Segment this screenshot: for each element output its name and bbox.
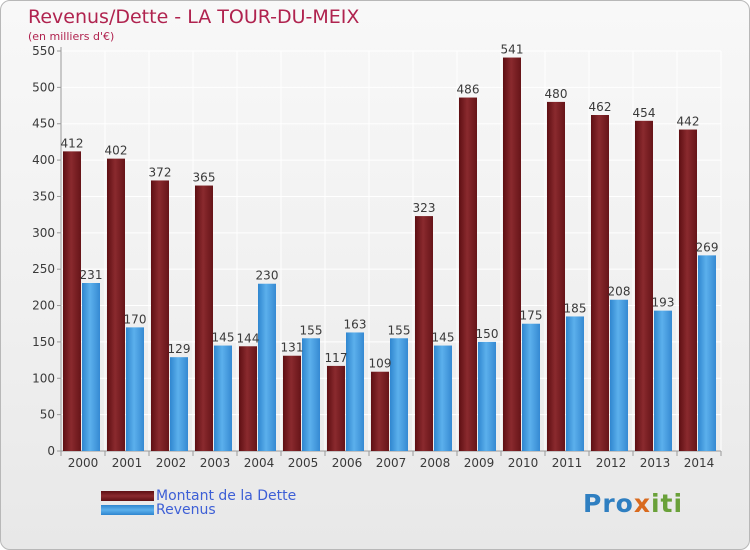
data-label-debt: 109 bbox=[369, 357, 392, 371]
y-tick-label: 400 bbox=[32, 153, 55, 167]
bar-debt bbox=[327, 365, 345, 451]
y-tick-label: 450 bbox=[32, 117, 55, 131]
y-tick-label: 200 bbox=[32, 299, 55, 313]
data-label-revenue: 170 bbox=[124, 312, 147, 326]
data-label-revenue: 185 bbox=[564, 301, 587, 315]
y-tick-label: 50 bbox=[40, 408, 55, 422]
bar-revenue bbox=[302, 338, 320, 451]
x-tick-label: 2001 bbox=[112, 456, 143, 470]
bar-revenue bbox=[126, 327, 144, 451]
bar-debt bbox=[371, 371, 389, 451]
data-label-revenue: 230 bbox=[256, 269, 279, 283]
data-label-debt: 144 bbox=[237, 331, 260, 345]
data-label-revenue: 155 bbox=[300, 323, 323, 337]
data-label-revenue: 163 bbox=[344, 317, 367, 331]
legend-item-debt: Montant de la Dette bbox=[101, 488, 296, 504]
x-tick-label: 2011 bbox=[552, 456, 583, 470]
bar-debt bbox=[679, 129, 697, 451]
y-tick-label: 100 bbox=[32, 371, 55, 385]
proxiti-logo: Proxiti bbox=[583, 489, 684, 518]
data-label-debt: 412 bbox=[61, 136, 84, 150]
data-label-revenue: 150 bbox=[476, 327, 499, 341]
bar-revenue bbox=[258, 283, 276, 451]
data-label-debt: 480 bbox=[545, 87, 568, 101]
legend-swatch-revenue bbox=[101, 505, 154, 515]
bar-revenue bbox=[434, 345, 452, 451]
bar-revenue bbox=[698, 255, 716, 451]
data-label-debt: 365 bbox=[193, 171, 216, 185]
y-tick-label: 150 bbox=[32, 335, 55, 349]
x-tick-label: 2004 bbox=[244, 456, 275, 470]
x-tick-label: 2002 bbox=[156, 456, 187, 470]
legend-label-revenue: Revenus bbox=[156, 502, 216, 518]
data-label-revenue: 129 bbox=[168, 342, 191, 356]
bar-debt bbox=[63, 151, 81, 451]
bar-revenue bbox=[214, 345, 232, 451]
x-tick-label: 2003 bbox=[200, 456, 231, 470]
bar-debt bbox=[195, 185, 213, 451]
data-label-debt: 323 bbox=[413, 201, 436, 215]
data-label-debt: 402 bbox=[105, 144, 128, 158]
x-tick-label: 2008 bbox=[420, 456, 451, 470]
y-tick-label: 350 bbox=[32, 189, 55, 203]
data-label-revenue: 145 bbox=[212, 331, 235, 345]
data-label-revenue: 155 bbox=[388, 323, 411, 337]
data-label-debt: 117 bbox=[325, 351, 348, 365]
legend-item-revenue: Revenus bbox=[101, 502, 216, 518]
bar-debt bbox=[239, 346, 257, 451]
data-label-revenue: 231 bbox=[80, 268, 103, 282]
y-tick-label: 550 bbox=[32, 44, 55, 58]
bar-revenue bbox=[610, 299, 628, 451]
legend-label-debt: Montant de la Dette bbox=[156, 488, 297, 504]
bar-revenue bbox=[566, 316, 584, 451]
bar-revenue bbox=[522, 323, 540, 451]
bar-revenue bbox=[170, 357, 188, 451]
x-tick-label: 2006 bbox=[332, 456, 363, 470]
bar-debt bbox=[547, 101, 565, 451]
bar-debt bbox=[635, 120, 653, 452]
x-tick-label: 2009 bbox=[464, 456, 495, 470]
bar-revenue bbox=[82, 283, 100, 451]
data-label-debt: 462 bbox=[589, 100, 612, 114]
chart-title: Revenus/Dette - LA TOUR-DU-MEIX bbox=[28, 6, 360, 28]
x-tick-label: 2007 bbox=[376, 456, 407, 470]
data-label-revenue: 175 bbox=[520, 309, 543, 323]
chart-subtitle: (en milliers d'€) bbox=[28, 30, 115, 43]
bar-debt bbox=[107, 158, 125, 452]
x-tick-label: 2010 bbox=[508, 456, 539, 470]
bar-revenue bbox=[654, 310, 672, 451]
y-tick-label: 250 bbox=[32, 262, 55, 276]
data-label-revenue: 193 bbox=[652, 296, 675, 310]
x-tick-label: 2014 bbox=[684, 456, 715, 470]
bar-revenue bbox=[390, 338, 408, 451]
y-tick-label: 300 bbox=[32, 226, 55, 240]
legend-swatch-debt bbox=[101, 491, 154, 501]
data-label-debt: 486 bbox=[457, 83, 480, 97]
x-tick-label: 2012 bbox=[596, 456, 627, 470]
x-tick-label: 2000 bbox=[68, 456, 99, 470]
bar-revenue bbox=[478, 341, 496, 451]
x-tick-label: 2005 bbox=[288, 456, 319, 470]
bar-revenue bbox=[346, 332, 364, 451]
y-tick-label: 500 bbox=[32, 80, 55, 94]
data-label-debt: 442 bbox=[677, 115, 700, 129]
bar-debt bbox=[591, 115, 609, 451]
bar-debt bbox=[283, 355, 301, 451]
data-label-revenue: 208 bbox=[608, 285, 631, 299]
x-tick-label: 2013 bbox=[640, 456, 671, 470]
bar-debt bbox=[151, 180, 169, 452]
y-tick-label: 0 bbox=[47, 444, 55, 458]
data-label-debt: 131 bbox=[281, 341, 304, 355]
data-label-revenue: 269 bbox=[696, 240, 719, 254]
data-label-debt: 541 bbox=[501, 43, 524, 57]
bar-debt bbox=[459, 97, 477, 451]
data-label-revenue: 145 bbox=[432, 331, 455, 345]
data-label-debt: 372 bbox=[149, 165, 172, 179]
bar-debt bbox=[415, 216, 433, 451]
data-label-debt: 454 bbox=[633, 106, 656, 120]
bar-debt bbox=[503, 57, 521, 451]
